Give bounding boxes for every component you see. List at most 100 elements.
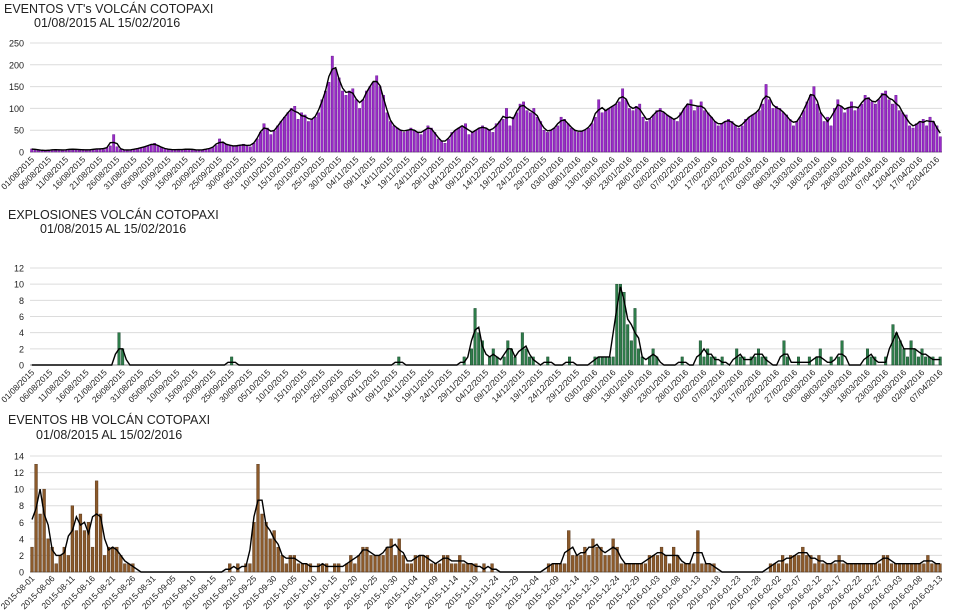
- bar: [399, 129, 403, 153]
- bar: [518, 103, 522, 153]
- bar: [389, 538, 393, 573]
- bar: [857, 563, 861, 573]
- bar: [160, 147, 163, 153]
- y-tick-label: 6: [19, 312, 24, 322]
- bar: [916, 356, 920, 366]
- bar: [573, 129, 577, 153]
- bar: [931, 356, 935, 366]
- bar: [626, 324, 630, 366]
- bar: [615, 546, 619, 573]
- bar: [460, 125, 464, 153]
- bar: [913, 348, 917, 366]
- bar: [502, 356, 506, 366]
- bar: [525, 110, 529, 153]
- bar: [453, 129, 457, 153]
- bar: [397, 538, 401, 573]
- bar: [713, 356, 717, 366]
- bar: [508, 125, 512, 153]
- bar: [511, 116, 515, 153]
- explosions-subtitle: 01/08/2015 AL 15/02/2016: [40, 222, 187, 236]
- y-tick-label: 12: [14, 468, 24, 478]
- bar: [914, 563, 918, 573]
- bar: [672, 546, 676, 573]
- bar: [571, 555, 575, 573]
- bar: [498, 121, 502, 153]
- bar: [54, 563, 58, 573]
- bar: [873, 563, 878, 573]
- bar: [849, 563, 853, 573]
- bar: [211, 147, 215, 153]
- bar: [740, 125, 744, 153]
- bar: [604, 356, 608, 366]
- bar: [619, 563, 623, 573]
- bar: [501, 119, 505, 153]
- bar: [679, 112, 683, 153]
- bar: [840, 340, 844, 366]
- bar: [260, 513, 264, 573]
- bar: [218, 138, 221, 153]
- bar: [821, 563, 825, 573]
- bar: [555, 563, 559, 573]
- bar: [375, 75, 379, 153]
- bar: [720, 123, 724, 153]
- bar: [938, 563, 942, 573]
- bar: [932, 121, 935, 153]
- bar: [107, 546, 111, 573]
- bar: [566, 123, 570, 153]
- vt-events-chart: 05010015020025001/08/201506/08/201511/08…: [0, 39, 942, 191]
- bar: [742, 356, 746, 366]
- bar: [115, 546, 119, 573]
- bar: [58, 555, 62, 573]
- bar: [716, 125, 720, 153]
- bar: [817, 555, 821, 573]
- bar: [34, 464, 38, 573]
- bar: [406, 129, 409, 153]
- hb-events-title: EVENTOS HB VOLCÁN COTOPAXI: [8, 413, 211, 427]
- bar: [563, 563, 567, 573]
- bar: [624, 99, 628, 153]
- bar: [522, 101, 525, 153]
- bar: [70, 505, 74, 573]
- bar: [812, 86, 816, 153]
- bar: [869, 356, 873, 366]
- bar: [365, 90, 368, 153]
- bar: [549, 129, 553, 153]
- bar: [902, 348, 906, 366]
- bar: [797, 356, 800, 366]
- bar: [833, 108, 836, 153]
- bar: [102, 149, 105, 153]
- bar: [377, 555, 381, 573]
- explosions-title: EXPLOSIONES VOLCÁN COTOPAXI: [8, 208, 219, 222]
- bar: [327, 82, 331, 153]
- bar: [651, 348, 655, 366]
- bar: [785, 114, 788, 153]
- bar: [861, 563, 865, 573]
- bar: [296, 563, 300, 573]
- bar: [815, 103, 819, 153]
- bar: [692, 110, 696, 153]
- bar: [528, 356, 532, 366]
- bar: [357, 555, 361, 573]
- bar: [433, 132, 437, 153]
- bar: [153, 143, 157, 153]
- bar: [809, 95, 812, 153]
- vt-events-title: EVENTOS VT's VOLCÁN COTOPAXI: [4, 2, 214, 16]
- bar: [738, 356, 742, 366]
- bar: [409, 127, 413, 153]
- bar: [655, 555, 660, 573]
- y-tick-label: 0: [19, 148, 24, 158]
- bar: [361, 546, 365, 573]
- bar: [631, 110, 635, 153]
- bar: [474, 129, 478, 153]
- bar: [795, 121, 799, 153]
- bar: [918, 563, 922, 573]
- bar: [506, 340, 510, 366]
- bar: [825, 563, 829, 573]
- bar: [443, 143, 447, 153]
- bar: [904, 114, 908, 153]
- bar: [910, 563, 914, 573]
- bar: [365, 546, 369, 573]
- bar: [593, 116, 597, 153]
- bar: [292, 555, 296, 573]
- bar: [826, 116, 829, 153]
